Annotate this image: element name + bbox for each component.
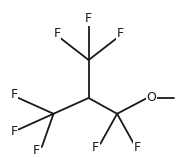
Text: F: F [53, 27, 60, 40]
Text: F: F [92, 141, 99, 154]
Text: F: F [117, 27, 124, 40]
Text: F: F [85, 12, 92, 25]
Text: F: F [11, 88, 18, 101]
Text: F: F [33, 144, 40, 157]
Text: F: F [11, 125, 18, 138]
Text: F: F [134, 141, 141, 154]
Text: O: O [146, 91, 156, 104]
